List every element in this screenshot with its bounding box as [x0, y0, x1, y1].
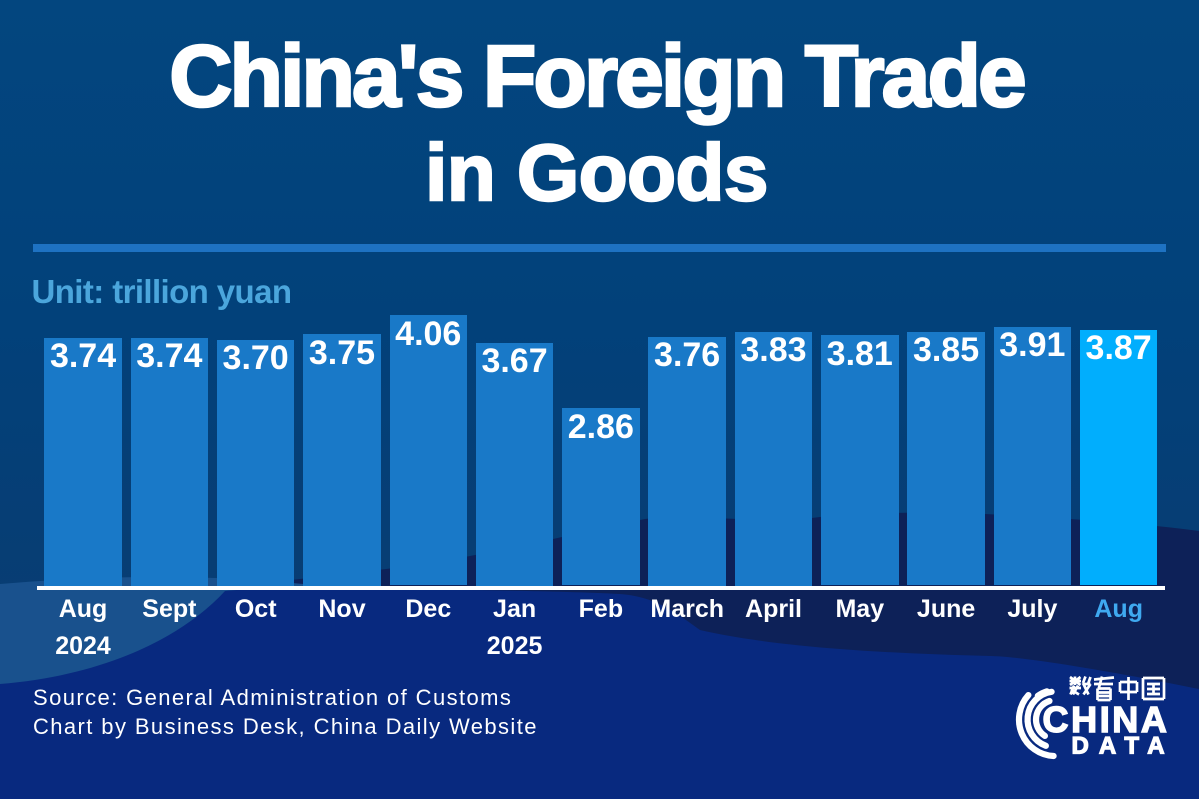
svg-text:CHINA: CHINA — [1043, 699, 1170, 740]
svg-text:DATA: DATA — [1072, 732, 1175, 759]
